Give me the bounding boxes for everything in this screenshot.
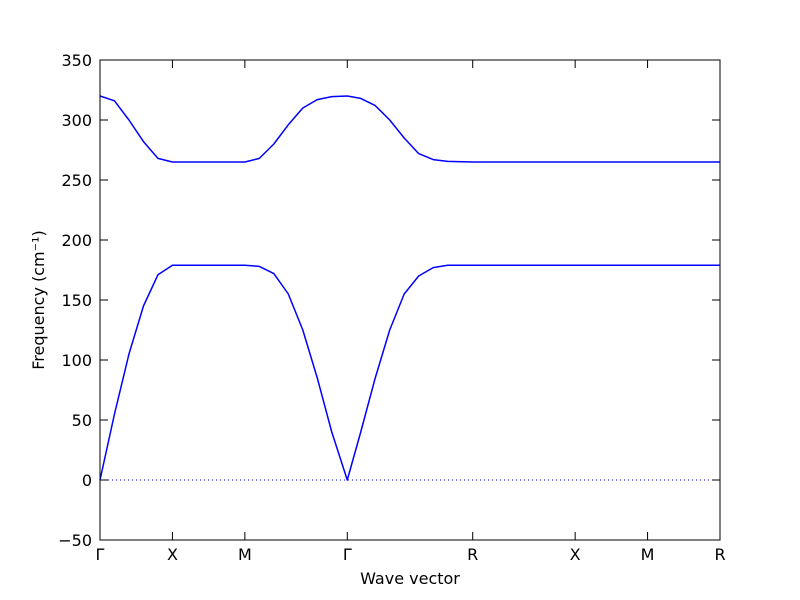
y-tick-label: 350 [61,51,92,70]
x-tick-label: X [570,545,581,564]
band-line [99,95,720,163]
y-tick-label: 250 [61,171,92,190]
y-tick-label: 0 [82,471,92,490]
x-tick-label: Γ [96,545,105,564]
y-tick-label: 100 [61,351,92,370]
y-tick-label: −50 [58,531,92,550]
y-tick-label: 150 [61,291,92,310]
x-tick-label: R [467,545,478,564]
x-tick-label: X [167,545,178,564]
x-tick-label: R [714,545,725,564]
y-tick-label: 50 [72,411,92,430]
band-line [99,264,720,481]
y-axis-label: Frequency (cm⁻¹) [29,230,48,369]
x-axis-label: Wave vector [360,569,460,588]
x-tick-label: M [238,545,252,564]
y-tick-label: 200 [61,231,92,250]
x-tick-label: M [641,545,655,564]
plot-frame [99,59,721,541]
y-tick-label: 300 [61,111,92,130]
x-tick-label: Γ [343,545,352,564]
